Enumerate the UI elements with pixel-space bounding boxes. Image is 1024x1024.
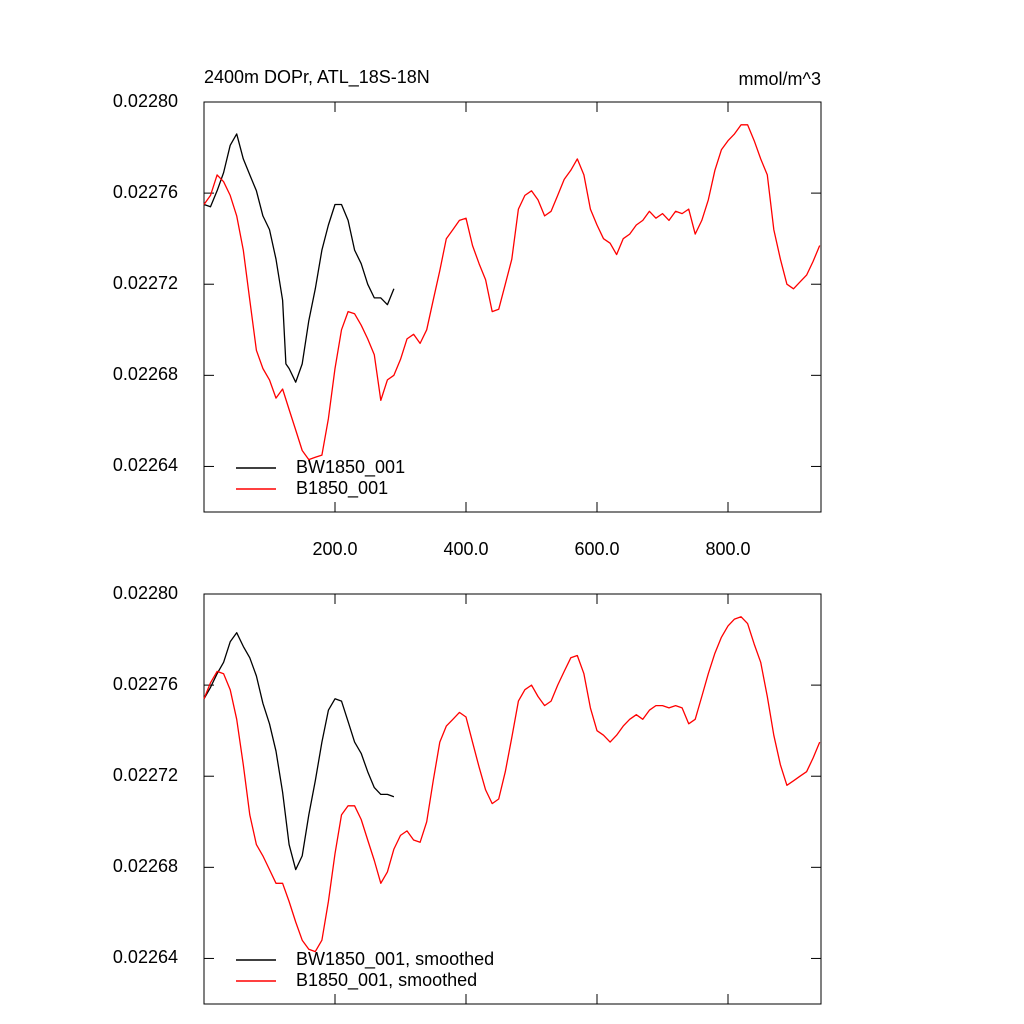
y-tick-label: 0.02280 xyxy=(113,583,178,603)
y-tick-label: 0.02276 xyxy=(113,182,178,202)
x-tick-label: 200.0 xyxy=(312,539,357,559)
y-tick-label: 0.02264 xyxy=(113,455,178,475)
y-tick-label: 0.02268 xyxy=(113,364,178,384)
y-tick-label: 0.02280 xyxy=(113,91,178,111)
y-tick-label: 0.02272 xyxy=(113,273,178,293)
x-tick-label: 800.0 xyxy=(705,539,750,559)
y-tick-label: 0.02276 xyxy=(113,674,178,694)
legend-label: B1850_001 xyxy=(296,478,388,499)
y-tick-label: 0.02272 xyxy=(113,765,178,785)
series-line xyxy=(203,124,821,461)
y-tick-label: 0.02268 xyxy=(113,856,178,876)
legend-label: B1850_001, smoothed xyxy=(296,970,477,991)
chart-title: 2400m DOPr, ATL_18S-18N xyxy=(204,67,430,88)
units-label: mmol/m^3 xyxy=(739,69,821,89)
series-line xyxy=(203,632,395,871)
plot-frame xyxy=(203,593,822,1005)
x-tick-label: 600.0 xyxy=(574,539,619,559)
series-line xyxy=(203,133,395,383)
series-line xyxy=(203,616,821,953)
y-tick-label: 0.02264 xyxy=(113,947,178,967)
legend-label: BW1850_001, smoothed xyxy=(296,949,494,970)
plot-frame xyxy=(203,101,822,513)
x-tick-label: 400.0 xyxy=(443,539,488,559)
legend-label: BW1850_001 xyxy=(296,457,405,478)
